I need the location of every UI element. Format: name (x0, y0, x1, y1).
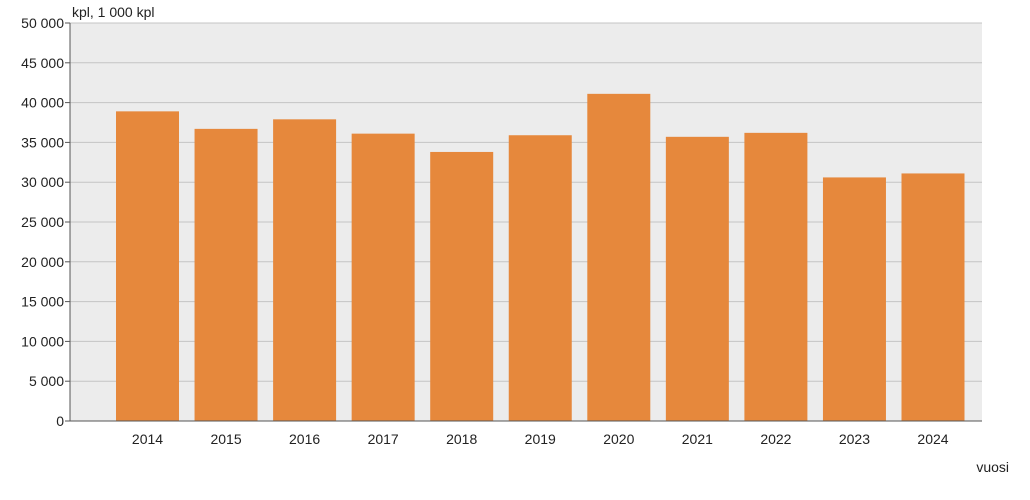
bar-2014 (116, 111, 179, 421)
x-tick-label: 2024 (917, 431, 948, 447)
y-tick-label: 0 (56, 413, 64, 429)
x-tick-label: 2014 (132, 431, 163, 447)
x-tick-label: 2023 (839, 431, 870, 447)
y-tick-labels: 0 5 000 10 000 15 000 20 000 25 000 30 000 35 0… (21, 15, 70, 429)
y-axis-title: kpl, 1 000 kpl (72, 4, 155, 20)
y-tick-label: 45 000 (21, 55, 64, 71)
x-tick-label: 2018 (446, 431, 477, 447)
bar-2024 (901, 173, 965, 421)
x-tick-label: 2016 (289, 431, 320, 447)
y-tick-label: 50 000 (21, 15, 64, 31)
bar-2019 (508, 135, 572, 421)
y-tick-label: 5 000 (29, 373, 64, 389)
bar-2020 (587, 93, 651, 422)
x-tick-label: 2019 (525, 431, 556, 447)
bar-2021 (665, 136, 729, 421)
bar-2017 (351, 133, 415, 422)
x-tick-label: 2021 (682, 431, 713, 447)
x-axis-title: vuosi (976, 459, 1009, 475)
y-tick-label: 20 000 (21, 254, 64, 270)
bar-2015 (194, 128, 258, 422)
x-tick-label: 2022 (760, 431, 791, 447)
x-tick-labels: 2014 2015 2016 2017 2018 2019 2020 2021 2022 2023… (132, 431, 949, 447)
bar-2016 (273, 119, 337, 421)
bar-2023 (822, 177, 886, 421)
bars (116, 93, 965, 422)
x-tick-label: 2020 (603, 431, 634, 447)
y-tick-label: 40 000 (21, 95, 64, 111)
y-tick-label: 35 000 (21, 134, 64, 150)
bar-2022 (744, 132, 808, 421)
y-tick-label: 30 000 (21, 174, 64, 190)
y-tick-label: 15 000 (21, 294, 64, 310)
y-tick-label: 25 000 (21, 214, 64, 230)
y-tick-label: 10 000 (21, 333, 64, 349)
x-tick-label: 2015 (210, 431, 241, 447)
bar-2018 (430, 151, 494, 421)
x-tick-label: 2017 (368, 431, 399, 447)
